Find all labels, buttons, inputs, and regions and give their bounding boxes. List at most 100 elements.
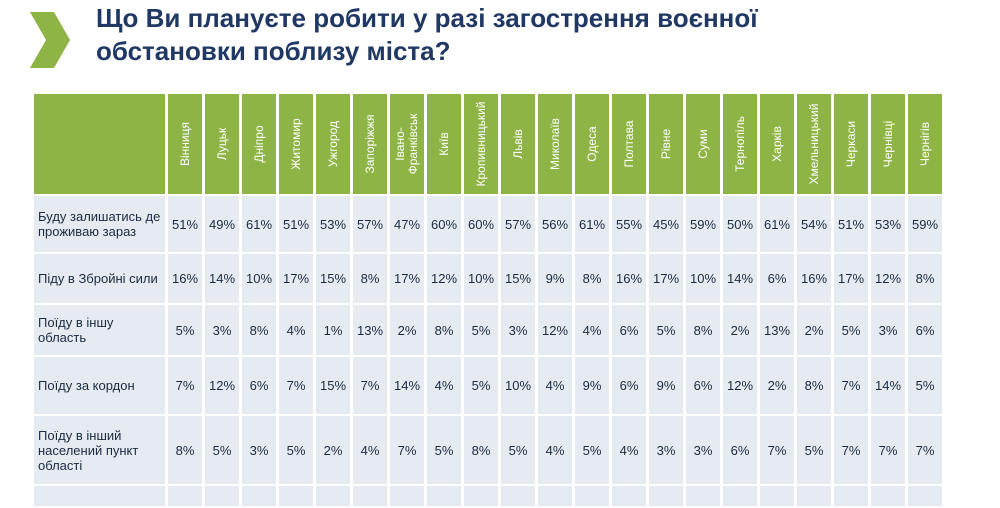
- value-cell: 16%: [168, 254, 202, 303]
- value-cell: 14%: [723, 254, 757, 303]
- empty-cell: [538, 486, 572, 506]
- value-cell: 14%: [871, 357, 905, 414]
- value-cell: 5%: [908, 357, 942, 414]
- chevron-arrow-icon: [30, 12, 70, 68]
- value-cell: 7%: [353, 357, 387, 414]
- value-cell: 12%: [871, 254, 905, 303]
- value-cell: 4%: [427, 357, 461, 414]
- value-cell: 3%: [686, 416, 720, 484]
- column-header: Київ: [427, 94, 461, 194]
- value-cell: 8%: [464, 416, 498, 484]
- column-header: Івано-Франківськ: [390, 94, 424, 194]
- value-cell: 10%: [242, 254, 276, 303]
- value-cell: 5%: [501, 416, 535, 484]
- value-cell: 6%: [908, 305, 942, 355]
- value-cell: 47%: [390, 196, 424, 252]
- value-cell: 51%: [168, 196, 202, 252]
- value-cell: 57%: [501, 196, 535, 252]
- value-cell: 45%: [649, 196, 683, 252]
- value-cell: 16%: [612, 254, 646, 303]
- value-cell: 59%: [908, 196, 942, 252]
- city-name: Чернігів: [918, 121, 932, 167]
- value-cell: 61%: [760, 196, 794, 252]
- value-cell: 7%: [908, 416, 942, 484]
- city-name: Черкаси: [844, 120, 858, 168]
- value-cell: 6%: [612, 357, 646, 414]
- row-label: Поїду в інший населений пункт області: [34, 416, 165, 484]
- table-corner-cell: [34, 94, 165, 194]
- column-header: Вінниця: [168, 94, 202, 194]
- column-header: Суми: [686, 94, 720, 194]
- empty-cell: [316, 486, 350, 506]
- city-name: Чернівці: [881, 120, 895, 168]
- value-cell: 15%: [501, 254, 535, 303]
- empty-cell: [686, 486, 720, 506]
- value-cell: 15%: [316, 254, 350, 303]
- value-cell: 59%: [686, 196, 720, 252]
- city-name: Дніпро: [252, 125, 266, 163]
- empty-cell: [871, 486, 905, 506]
- city-name: Луцьк: [215, 127, 229, 161]
- value-cell: 50%: [723, 196, 757, 252]
- value-cell: 12%: [538, 305, 572, 355]
- city-name: Одеса: [585, 126, 599, 162]
- value-cell: 1%: [316, 305, 350, 355]
- value-cell: 17%: [649, 254, 683, 303]
- value-cell: 8%: [242, 305, 276, 355]
- value-cell: 17%: [834, 254, 868, 303]
- empty-cell: [501, 486, 535, 506]
- value-cell: 8%: [427, 305, 461, 355]
- value-cell: 6%: [723, 416, 757, 484]
- value-cell: 6%: [760, 254, 794, 303]
- empty-cell: [760, 486, 794, 506]
- value-cell: 3%: [242, 416, 276, 484]
- column-header: Черкаси: [834, 94, 868, 194]
- column-header: Чернігів: [908, 94, 942, 194]
- value-cell: 16%: [797, 254, 831, 303]
- city-name: Харків: [770, 126, 784, 162]
- value-cell: 10%: [464, 254, 498, 303]
- column-header: Рівне: [649, 94, 683, 194]
- value-cell: 5%: [464, 305, 498, 355]
- value-cell: 5%: [168, 305, 202, 355]
- value-cell: 49%: [205, 196, 239, 252]
- city-name: Суми: [696, 129, 710, 159]
- city-name: Запоріжжя: [363, 114, 377, 174]
- value-cell: 17%: [390, 254, 424, 303]
- row-label: Поїду в іншу область: [34, 305, 165, 355]
- column-header: Дніпро: [242, 94, 276, 194]
- value-cell: 7%: [168, 357, 202, 414]
- value-cell: 53%: [871, 196, 905, 252]
- value-cell: 7%: [871, 416, 905, 484]
- value-cell: 5%: [797, 416, 831, 484]
- column-header: Харків: [760, 94, 794, 194]
- value-cell: 17%: [279, 254, 313, 303]
- value-cell: 9%: [649, 357, 683, 414]
- empty-cell: [797, 486, 831, 506]
- empty-cell: [834, 486, 868, 506]
- value-cell: 4%: [538, 357, 572, 414]
- value-cell: 53%: [316, 196, 350, 252]
- column-header: Луцьк: [205, 94, 239, 194]
- value-cell: 7%: [834, 416, 868, 484]
- city-name: Миколаїв: [548, 118, 562, 170]
- value-cell: 2%: [723, 305, 757, 355]
- value-cell: 54%: [797, 196, 831, 252]
- empty-cell: [279, 486, 313, 506]
- value-cell: 10%: [501, 357, 535, 414]
- value-cell: 2%: [316, 416, 350, 484]
- row-label: Піду в Збройні сили: [34, 254, 165, 303]
- value-cell: 8%: [575, 254, 609, 303]
- value-cell: 4%: [538, 416, 572, 484]
- column-header: Львів: [501, 94, 535, 194]
- page-title-line-2: обстановки поблизу міста?: [96, 36, 451, 66]
- value-cell: 8%: [686, 305, 720, 355]
- value-cell: 2%: [390, 305, 424, 355]
- value-cell: 5%: [427, 416, 461, 484]
- row-label: Поїду за кордон: [34, 357, 165, 414]
- table-row: Поїду за кордон 7% 12% 6% 7% 15% 7% 14% 4% 5% 10% 4…: [34, 357, 942, 414]
- city-name: Ужгород: [326, 120, 340, 168]
- value-cell: 3%: [871, 305, 905, 355]
- empty-cell: [168, 486, 202, 506]
- empty-cell: [34, 486, 165, 506]
